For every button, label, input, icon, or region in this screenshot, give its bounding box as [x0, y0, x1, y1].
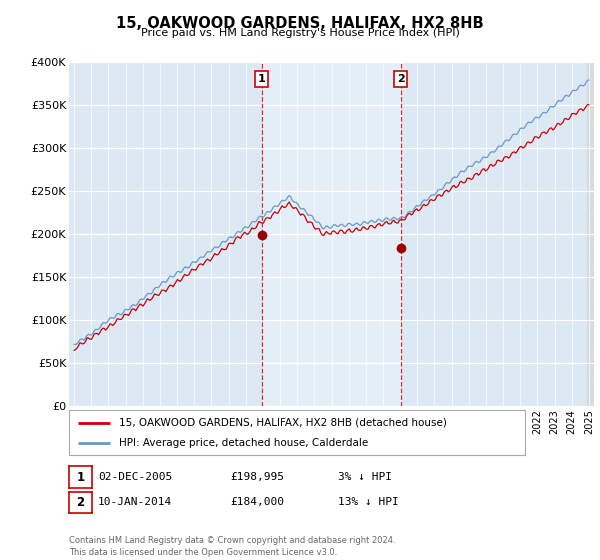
Text: 10-JAN-2014: 10-JAN-2014	[98, 497, 172, 507]
Text: 2: 2	[397, 74, 404, 84]
Text: HPI: Average price, detached house, Calderdale: HPI: Average price, detached house, Cald…	[119, 438, 368, 448]
Bar	[262, 62, 401, 406]
Text: 02-DEC-2005: 02-DEC-2005	[98, 472, 172, 482]
Text: 15, OAKWOOD GARDENS, HALIFAX, HX2 8HB (detached house): 15, OAKWOOD GARDENS, HALIFAX, HX2 8HB (d…	[119, 418, 447, 428]
Text: 1: 1	[257, 74, 265, 84]
Text: 3% ↓ HPI: 3% ↓ HPI	[338, 472, 392, 482]
Text: £184,000: £184,000	[230, 497, 284, 507]
Text: 13% ↓ HPI: 13% ↓ HPI	[338, 497, 398, 507]
Bar	[587, 62, 594, 406]
Text: 1: 1	[76, 470, 85, 484]
Text: Price paid vs. HM Land Registry's House Price Index (HPI): Price paid vs. HM Land Registry's House …	[140, 28, 460, 38]
Text: Contains HM Land Registry data © Crown copyright and database right 2024.
This d: Contains HM Land Registry data © Crown c…	[69, 536, 395, 557]
Text: 15, OAKWOOD GARDENS, HALIFAX, HX2 8HB: 15, OAKWOOD GARDENS, HALIFAX, HX2 8HB	[116, 16, 484, 31]
Text: 2: 2	[76, 496, 85, 509]
Text: £198,995: £198,995	[230, 472, 284, 482]
